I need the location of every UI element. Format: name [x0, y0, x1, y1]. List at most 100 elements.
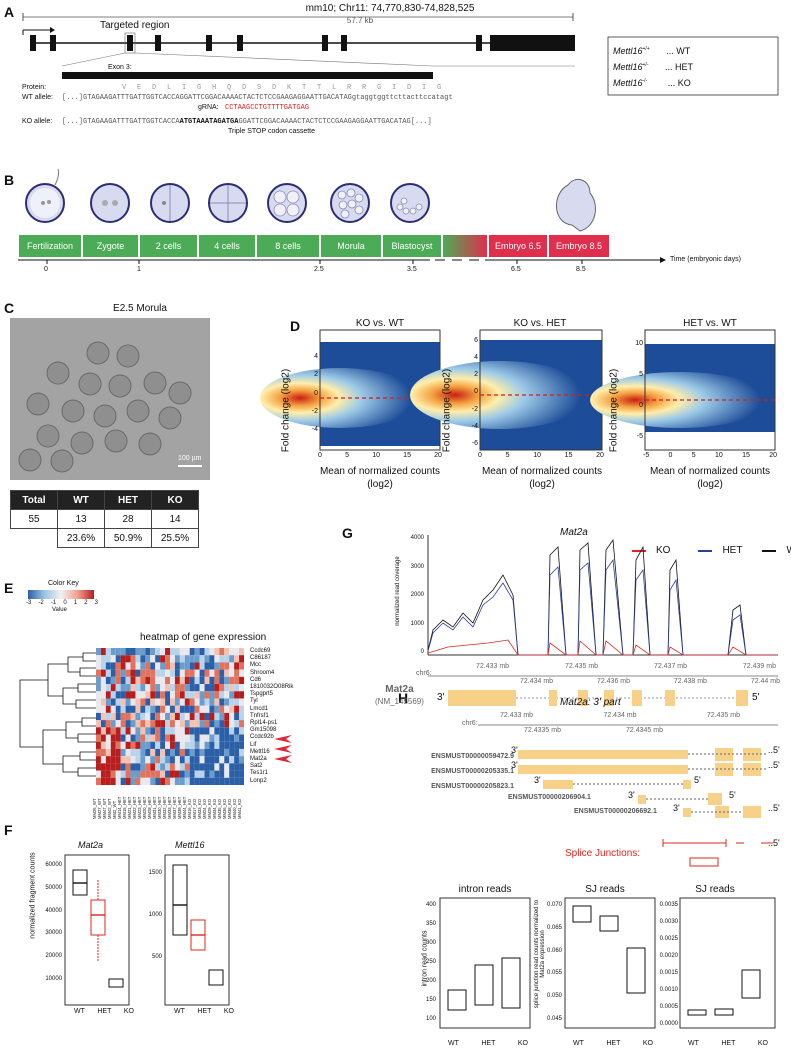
- heatmap-cell: [105, 763, 111, 771]
- heatmap-cell: [105, 662, 111, 670]
- heatmap-cell: [96, 669, 101, 677]
- heatmap-arrowheads: [274, 735, 292, 763]
- heatmap-cell: [115, 770, 121, 778]
- heatmap-cell: [115, 676, 121, 685]
- heatmap-cell: [219, 734, 225, 742]
- heatmap-cell: [224, 676, 230, 685]
- heatmap-cell: [229, 720, 235, 728]
- heatmap-grid: [96, 648, 244, 785]
- heatmap-cell: [130, 770, 136, 778]
- heatmap-cell: [189, 763, 195, 771]
- heatmap-cell: [150, 662, 156, 670]
- heatmap-cell: [145, 684, 151, 692]
- heatmap-cell: [125, 691, 131, 699]
- heatmap-cell: [150, 648, 156, 656]
- panelH-plot2-groups: WT HET KO: [573, 1040, 653, 1047]
- stage-embryo-6-5: Embryo 6.5: [489, 235, 547, 257]
- heatmap-cell: [234, 698, 240, 706]
- heatmap-cell: [120, 734, 126, 742]
- heatmap-cell: [179, 712, 185, 721]
- panelB-embryos: [18, 168, 666, 264]
- heatmap-cell: [125, 727, 131, 735]
- heatmap-cell: [105, 727, 111, 735]
- heatmap-cell: [140, 655, 146, 663]
- heatmap-cell: [165, 712, 170, 721]
- heatmap-cell: [209, 734, 215, 742]
- heatmap-cell: [135, 662, 141, 670]
- heatmap-cell: [189, 741, 195, 749]
- heatmap-cell: [174, 698, 180, 706]
- heatmap-cell: [160, 648, 166, 656]
- heatmap-cell: [174, 648, 180, 656]
- panelG-legend: KO HET WT: [632, 545, 791, 556]
- heatmap-cell: [239, 763, 244, 771]
- heatmap-cell: [160, 684, 166, 692]
- heatmap-cell: [194, 669, 200, 677]
- heatmap-cell: [194, 720, 200, 728]
- heatmap-cell: [130, 756, 136, 764]
- heatmap-cell: [214, 698, 220, 706]
- heatmap-cell: [125, 720, 131, 728]
- heatmap-cell: [100, 727, 106, 735]
- heatmap-cell: [179, 698, 185, 706]
- heatmap-cell: [219, 727, 225, 735]
- heatmap-cell: [130, 669, 136, 677]
- morula-micrograph: 100 µm: [10, 318, 210, 480]
- panelF-gene-2: Mettl16: [175, 840, 205, 850]
- heatmap-cell: [239, 655, 244, 663]
- heatmap-cell: [174, 727, 180, 735]
- heatmap-cell: [105, 684, 111, 692]
- heatmap-cell: [110, 648, 116, 656]
- heatmap-cell: [179, 727, 185, 735]
- panelH-plot1-groups: WT HET KO: [448, 1040, 528, 1047]
- heatmap-cell: [145, 756, 151, 764]
- heatmap-cell: [140, 720, 146, 728]
- heatmap-cell: [199, 676, 205, 685]
- heatmap-cell: [224, 756, 230, 764]
- heatmap-cell: [229, 748, 235, 757]
- heatmap-cell: [140, 748, 146, 757]
- heatmap-cell: [170, 676, 175, 685]
- heatmap-cell: [115, 698, 121, 706]
- heatmap-cell: [165, 662, 170, 670]
- heatmap-cell: [145, 748, 151, 757]
- heatmap-cell: [155, 756, 161, 764]
- heatmap-cell: [96, 705, 101, 713]
- heatmap-cell: [194, 698, 200, 706]
- heatmap-cell: [170, 669, 175, 677]
- heatmap-cell: [115, 691, 121, 699]
- heatmap-cell: [96, 655, 101, 663]
- heatmap-cell: [110, 684, 116, 692]
- stage-2cells: 2 cells: [140, 235, 197, 257]
- heatmap-cell: [224, 648, 230, 656]
- panelD-ylabel-2: Fold change (log2): [441, 368, 453, 453]
- heatmap-cell: [140, 756, 146, 764]
- heatmap-cell: [209, 777, 215, 785]
- heatmap-cell: [135, 741, 141, 749]
- heatmap-cell: [209, 756, 215, 764]
- heatmap-cell: [239, 741, 244, 749]
- heatmap-cell: [209, 727, 215, 735]
- heatmap-cell: [130, 720, 136, 728]
- heatmap-cell: [239, 648, 244, 656]
- heatmap-cell: [219, 676, 225, 685]
- heatmap-cell: [125, 777, 131, 785]
- heatmap-cell: [135, 648, 141, 656]
- heatmap-cell: [96, 727, 101, 735]
- heatmap-cell: [160, 777, 166, 785]
- heatmap-cell: [170, 741, 175, 749]
- panelA-stop-note: Triple STOP codon cassette: [228, 128, 316, 135]
- heatmap-cell: [115, 684, 121, 692]
- heatmap-cell: [219, 756, 225, 764]
- panelG-gene-name: Mat2a (NM_145569): [375, 684, 424, 706]
- heatmap-cell: [96, 748, 101, 757]
- heatmap-cell: [110, 698, 116, 706]
- heatmap-cell: [145, 705, 151, 713]
- heatmap-cell: [110, 662, 116, 670]
- heatmap-cell: [199, 662, 205, 670]
- heatmap-cell: [160, 748, 166, 757]
- heatmap-cell: [105, 705, 111, 713]
- heatmap-cell: [214, 684, 220, 692]
- heatmap-cell: [184, 676, 190, 685]
- heatmap-cell: [204, 720, 210, 728]
